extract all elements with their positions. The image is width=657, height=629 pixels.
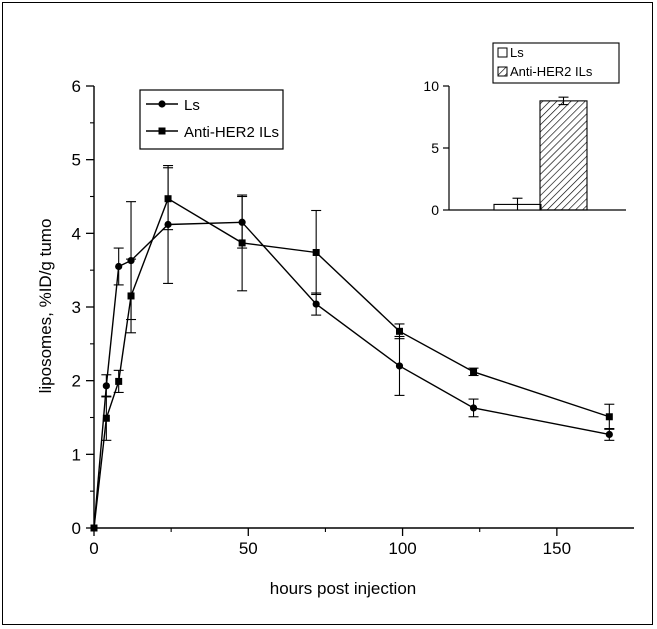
legend-ls-label: Ls [184,97,200,114]
inset-y-tick-label: 0 [431,202,439,218]
y-tick-label: 0 [72,519,81,538]
series-1-point [470,368,478,376]
inset-y-tick-label: 10 [423,78,439,94]
x-tick-label: 100 [388,539,416,558]
legend-ils-marker [158,127,166,135]
series-1-point [395,327,403,335]
inset-y-tick-label: 5 [431,140,439,156]
inset-bars-group [493,96,588,211]
series-1 [90,167,615,532]
series-1-point [127,292,135,300]
y-tick-label: 5 [72,151,81,170]
series-0-point [312,300,320,308]
main-series-group [90,165,615,532]
series-1-point [164,195,172,203]
series-1-point [115,377,123,385]
y-tick-label: 2 [72,372,81,391]
series-0-point [469,404,478,412]
series-0-point [102,382,110,390]
y-tick-label: 4 [72,224,81,243]
x-axis-label: hours post injection [270,579,416,598]
series-0-point [115,262,123,271]
series-0 [90,165,615,532]
inset-legend: Ls Anti-HER2 ILs [492,42,620,84]
legend-ils-label: Anti-HER2 ILs [184,124,279,141]
series-0-line [93,221,610,529]
series-1-point [605,413,613,421]
y-axis-label: liposomes, %ID/g tumo [36,219,55,394]
series-1-point [312,248,320,256]
series-1-line [93,197,610,529]
x-tick-label: 50 [239,539,258,558]
inset-axes: 0 5 10 [423,78,626,218]
legend-ls-marker [158,100,166,108]
series-1-point [238,239,246,247]
series-0-point [605,430,613,439]
series-1-point [102,414,110,422]
inset-plot: 0 5 10 Ls Anti-HER2 ILs [423,42,626,218]
y-tick-label: 3 [72,298,81,317]
inset-legend-ls-label: Ls [510,45,524,60]
y-tick-label: 1 [72,445,81,464]
inset-legend-ils-label: Anti-HER2 ILs [510,64,593,79]
inset-legend-ils-swatch [497,66,508,77]
series-1-point [90,524,98,532]
main-legend: Ls Anti-HER2 ILs [139,89,284,150]
series-0-point [395,362,404,370]
x-tick-label: 150 [543,539,571,558]
inset-bar-1 [539,100,588,211]
x-tick-label: 0 [89,539,98,558]
y-tick-label: 6 [72,77,81,96]
legend-box [139,89,284,150]
inset-legend-ls-swatch [497,47,508,58]
inset-legend-box [492,42,620,84]
